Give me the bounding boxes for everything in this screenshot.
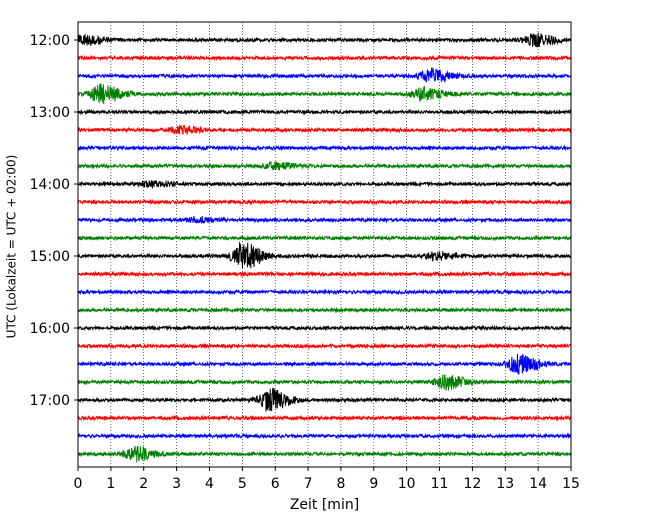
x-tick-label: 11 (431, 476, 449, 492)
y-tick-label: 15:00 (30, 249, 70, 265)
x-tick-label: 4 (205, 476, 214, 492)
y-axis-label: UTC (Lokalzeit = UTC + 02:00) (5, 155, 19, 339)
grid (110, 22, 539, 467)
trace-1600 (77, 324, 572, 332)
x-axis: 0 1 2 3 4 5 6 7 8 9 10 11 12 13 14 15 (74, 467, 580, 492)
trace-1230 (77, 66, 572, 83)
trace-1300 (77, 108, 572, 116)
trace-1515 (77, 270, 572, 278)
y-tick-label: 14:00 (30, 177, 70, 193)
trace-1315 (77, 124, 572, 136)
y-tick-label: 16:00 (30, 321, 70, 337)
trace-1615 (77, 342, 572, 350)
traces (77, 32, 572, 463)
x-tick-label: 15 (562, 476, 580, 492)
trace-1330 (77, 144, 572, 152)
trace-1545 (77, 306, 572, 314)
trace-1345 (77, 160, 572, 171)
y-tick-label: 17:00 (30, 393, 70, 409)
x-tick-label: 13 (496, 476, 514, 492)
x-tick-label: 6 (271, 476, 280, 492)
trace-1530 (77, 288, 572, 296)
x-tick-label: 5 (238, 476, 247, 492)
x-axis-label: Zeit [min] (290, 497, 359, 513)
x-tick-label: 2 (139, 476, 148, 492)
y-axis: 12:00 13:00 14:00 15:00 16:00 17:00 (30, 33, 78, 409)
trace-1745 (77, 445, 572, 463)
trace-1215 (77, 54, 572, 62)
trace-1415 (77, 198, 572, 206)
x-tick-label: 10 (398, 476, 416, 492)
x-tick-label: 9 (369, 476, 378, 492)
trace-1245 (77, 83, 572, 105)
trace-1730 (77, 432, 572, 440)
trace-1700 (77, 387, 572, 412)
y-tick-label: 12:00 (30, 33, 70, 49)
trace-1630 (77, 353, 572, 375)
trace-1645 (77, 374, 572, 391)
trace-1400 (77, 179, 572, 189)
x-tick-label: 0 (74, 476, 83, 492)
trace-1715 (77, 414, 572, 422)
trace-1500 (77, 241, 572, 269)
trace-1445 (77, 234, 572, 242)
trace-1430 (77, 215, 572, 224)
y-tick-label: 13:00 (30, 105, 70, 121)
x-tick-label: 7 (304, 476, 313, 492)
x-tick-label: 14 (529, 476, 547, 492)
x-tick-label: 8 (336, 476, 345, 492)
x-tick-label: 1 (106, 476, 115, 492)
x-tick-label: 12 (463, 476, 481, 492)
trace-1200 (77, 32, 572, 48)
plot-frame (77, 21, 572, 468)
x-tick-label: 3 (172, 476, 181, 492)
